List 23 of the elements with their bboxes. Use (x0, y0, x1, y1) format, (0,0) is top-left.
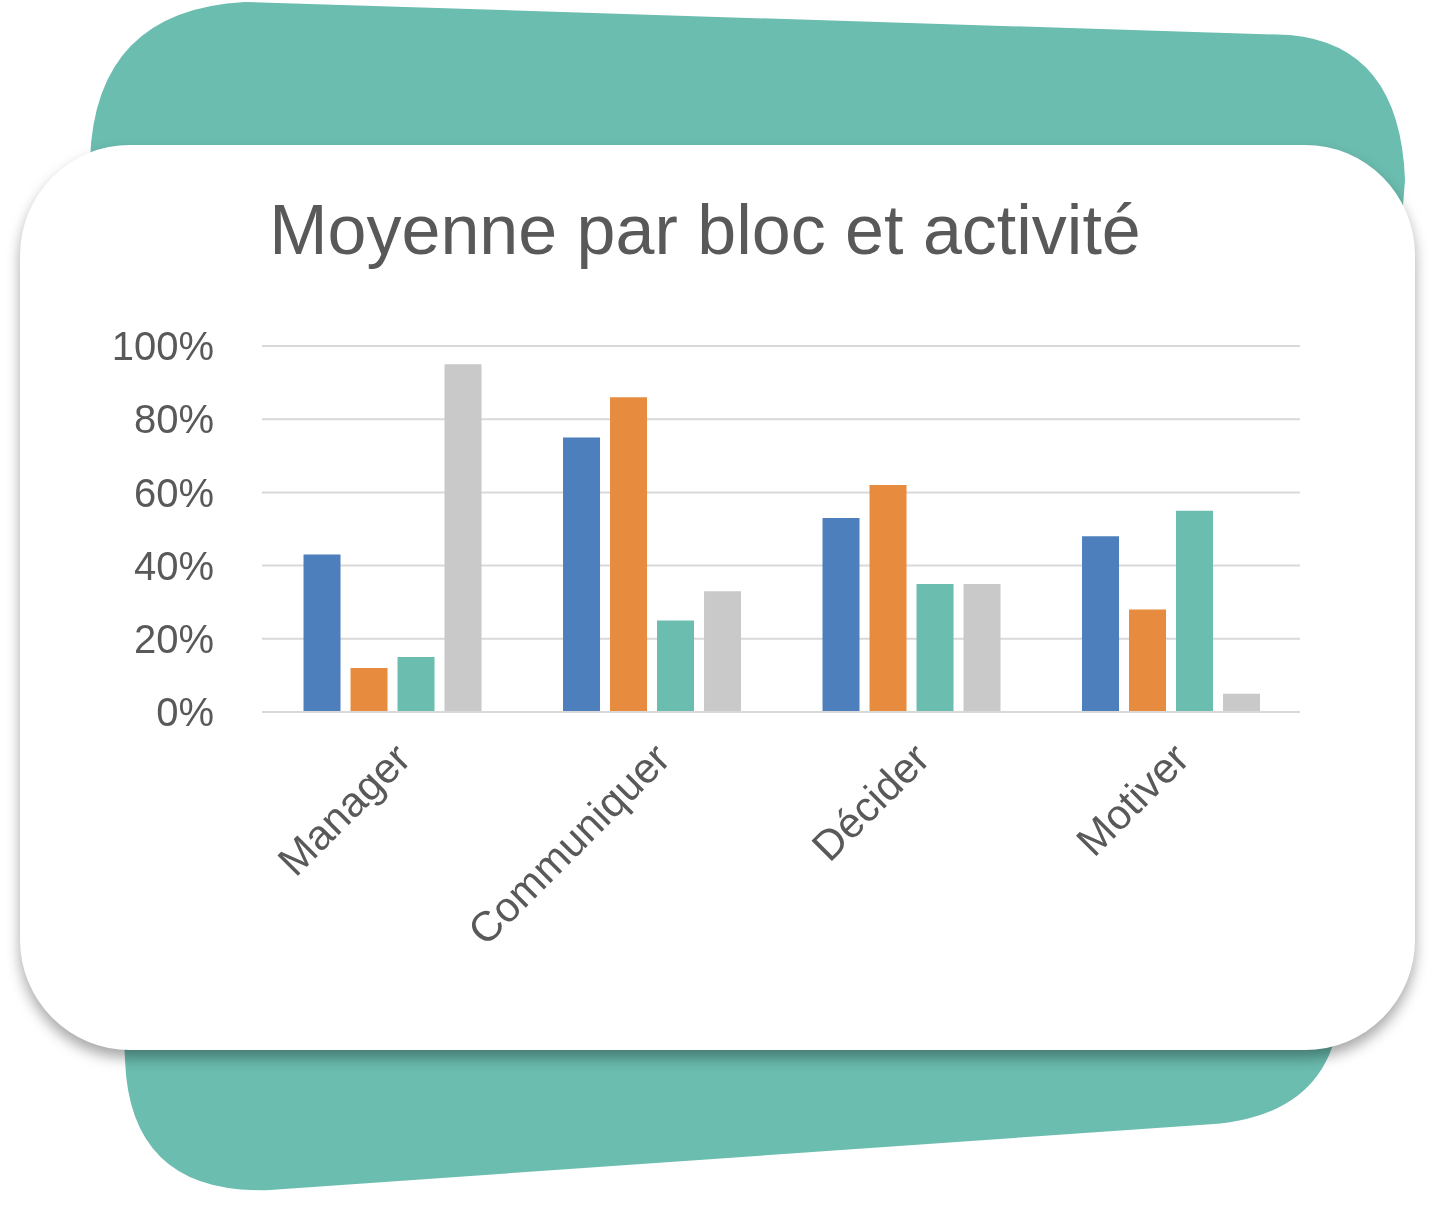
bar (963, 583, 1001, 712)
bar (444, 364, 482, 712)
bar (610, 397, 648, 712)
bar (303, 554, 341, 712)
bar (350, 668, 388, 712)
y-tick-label: 60% (133, 470, 214, 515)
y-tick-label: 80% (133, 397, 214, 442)
bar (916, 583, 954, 712)
bar (657, 620, 695, 712)
y-tick-label: 20% (133, 617, 214, 661)
bar (822, 518, 860, 712)
y-tick-label: 40% (133, 543, 214, 588)
chart-title: Moyenne par bloc et activité (268, 190, 1142, 270)
bar (1129, 609, 1167, 712)
y-tick-label: 100% (111, 324, 214, 369)
y-tick-label: 0% (156, 690, 214, 735)
bar (1176, 510, 1214, 712)
bar (1082, 536, 1120, 712)
bar (397, 657, 435, 712)
bar (1223, 693, 1261, 712)
bar (563, 437, 601, 712)
bar (869, 485, 907, 712)
bar (704, 591, 742, 712)
